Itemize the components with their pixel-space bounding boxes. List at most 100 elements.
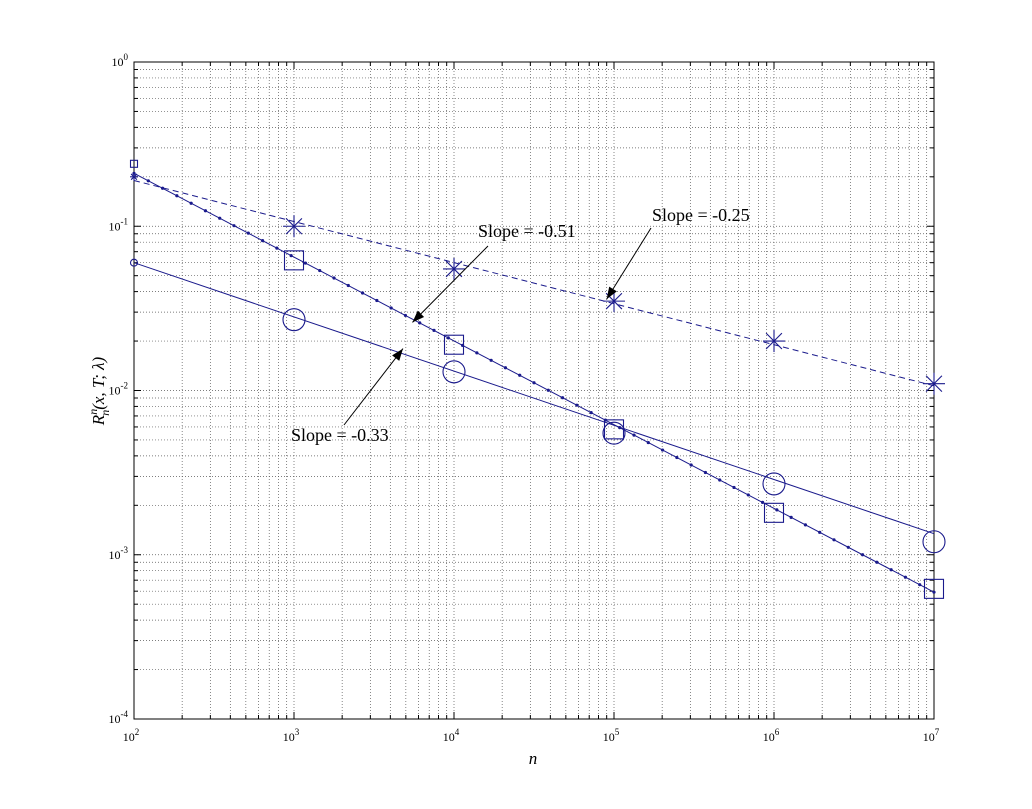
x-tick-label: 104 <box>443 727 460 744</box>
series-dot-square <box>560 396 565 400</box>
series-line-star <box>133 179 935 387</box>
series-dot-square <box>403 313 408 318</box>
star-marker <box>923 372 945 395</box>
series-dot-square <box>632 433 636 437</box>
annotation-arrow-head <box>412 310 425 323</box>
series-circle <box>129 258 946 554</box>
series-dot-square <box>532 381 536 385</box>
series-layer <box>129 159 946 599</box>
y-tick-label: 100 <box>112 52 129 69</box>
star-marker <box>443 257 465 280</box>
star-marker-stroke <box>925 375 943 393</box>
x-tick-label: 106 <box>763 727 780 744</box>
annotation-text: Slope = -0.33 <box>291 425 389 445</box>
series-dot-square <box>332 276 336 280</box>
annotation-arrow-head <box>392 348 403 361</box>
square-marker <box>603 419 625 440</box>
y-tick-label: 10-1 <box>109 216 129 233</box>
series-dot-square <box>689 463 693 467</box>
series-dot-square <box>446 336 450 340</box>
star-marker <box>763 330 785 353</box>
star-marker-stroke <box>445 260 463 278</box>
series-dot-square <box>875 560 879 564</box>
y-tick-label: 10-2 <box>109 381 129 398</box>
series-dot-square <box>418 321 422 325</box>
annotation-slope-025: Slope = -0.25 <box>606 205 750 300</box>
series-dot-square <box>475 351 479 355</box>
series-dot-square <box>703 470 708 475</box>
series-dot-square <box>275 246 279 250</box>
series-dot-square <box>718 478 722 482</box>
series-dot-square <box>846 545 850 549</box>
series-dot-square <box>918 583 922 587</box>
axis-ticks: 102 103 104 105 106 107 10-4 10-3 10-2 10-1 100 <box>109 52 940 744</box>
series-dot-square <box>789 515 793 519</box>
series-dot-square <box>132 171 136 175</box>
x-tick-label: 102 <box>123 727 140 744</box>
series-dot-square <box>646 440 650 445</box>
x-tick-label: 107 <box>923 727 940 744</box>
square-marker <box>763 502 785 523</box>
annotation-slope-033: Slope = -0.33 <box>291 348 404 445</box>
series-dot-square <box>203 209 208 213</box>
series-dot-square <box>503 366 508 370</box>
grid-lines <box>134 62 934 719</box>
star-marker-stroke <box>285 217 303 235</box>
series-dot-square <box>832 538 836 542</box>
series-dot-square <box>389 306 393 310</box>
annotation-slope-051: Slope = -0.51 <box>412 221 576 323</box>
series-dot-square <box>375 298 379 303</box>
series-dot-square <box>518 373 522 377</box>
y-tick-label: 10-3 <box>109 545 129 562</box>
square-marker <box>443 334 465 355</box>
star-marker-stroke <box>765 332 783 350</box>
series-dot-square <box>803 523 808 527</box>
square-marker <box>923 578 945 599</box>
series-dot-square <box>232 224 236 228</box>
x-tick-label: 103 <box>283 727 300 744</box>
series-dot-square <box>889 568 893 572</box>
circle-marker <box>762 472 786 496</box>
series-dot-square <box>818 530 822 534</box>
series-dot-square <box>146 179 150 183</box>
y-axis-label: Rnn(x, T; λ) <box>86 356 112 426</box>
series-dot-square <box>218 216 222 220</box>
series-dot-square <box>303 261 308 265</box>
annotation-arrow-line <box>343 348 404 426</box>
series-dot-square <box>732 485 736 490</box>
series-square <box>129 159 945 599</box>
annotation-layer: Slope = -0.51 Slope = -0.25 Slope = -0.33 <box>291 205 750 445</box>
series-dot-square <box>932 590 936 594</box>
series-dot-square <box>175 194 179 198</box>
series-dot-square <box>746 493 750 497</box>
circle-marker <box>129 258 139 267</box>
square-marker <box>283 250 305 271</box>
series-dot-square <box>589 411 593 415</box>
axis-labels: n Rnn(x, T; λ) <box>86 356 537 768</box>
series-dot-square <box>775 508 779 512</box>
series-dot-square <box>318 268 322 273</box>
series-dot-square <box>760 500 765 505</box>
series-dot-square <box>575 403 579 407</box>
x-axis-label: n <box>529 749 538 768</box>
y-tick-label: 10-4 <box>109 709 129 726</box>
x-tick-label: 105 <box>603 727 620 744</box>
series-dot-square <box>160 186 165 190</box>
series-dot-square <box>860 553 865 557</box>
series-dot-square <box>360 291 365 295</box>
annotation-arrow-line <box>412 245 489 323</box>
annotation-text: Slope = -0.25 <box>652 205 750 225</box>
star-marker <box>283 215 305 238</box>
series-dot-square <box>660 448 665 452</box>
series-dot-square <box>489 358 493 362</box>
star-marker-stroke <box>605 292 623 310</box>
series-dot-square <box>289 253 293 258</box>
series-dot-square <box>675 455 679 460</box>
series-dot-square <box>432 328 436 332</box>
series-dot-square <box>189 201 193 205</box>
series-star <box>130 172 945 395</box>
square-marker <box>129 159 139 168</box>
series-dot-square <box>346 283 350 288</box>
